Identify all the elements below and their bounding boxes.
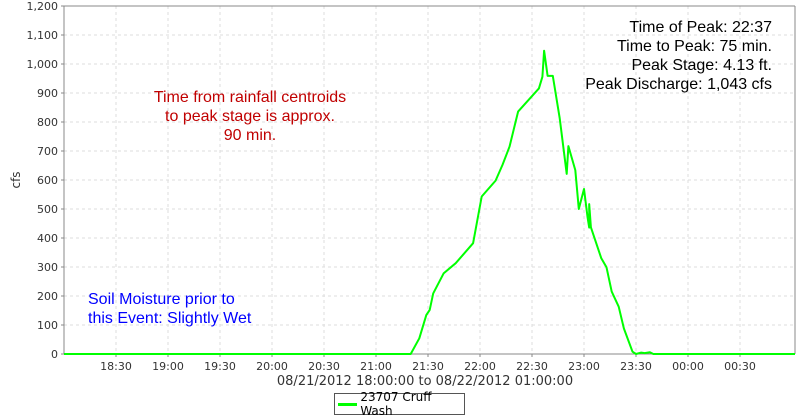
peak-stage: Peak Stage: 4.13 ft.: [631, 57, 772, 74]
y-tick-label: 500: [37, 203, 58, 216]
y-tick-label: 0: [51, 348, 58, 361]
soil-line-2: this Event: Slightly Wet: [88, 310, 252, 327]
x-tick-label: 00:30: [724, 360, 756, 373]
x-axis-label: 08/21/2012 18:00:00 to 08/22/2012 01:00:…: [277, 374, 573, 389]
y-tick-label: 1,200: [27, 0, 59, 13]
x-tick-label: 20:30: [308, 360, 340, 373]
x-tick-label: 23:00: [568, 360, 600, 373]
y-tick-label: 1,000: [27, 58, 59, 71]
legend: 23707 Cruff Wash: [334, 390, 465, 418]
y-tick-label: 100: [37, 319, 58, 332]
x-tick-label: 21:00: [360, 360, 392, 373]
peak-discharge: Peak Discharge: 1,043 cfs: [585, 76, 772, 93]
time-to-peak: Time to Peak: 75 min.: [616, 38, 772, 55]
rainfall-line-3: 90 min.: [223, 127, 277, 144]
y-tick-label: 800: [37, 116, 58, 129]
y-axis-label: cfs: [9, 171, 23, 188]
x-tick-label: 19:30: [204, 360, 236, 373]
x-tick-label: 20:00: [256, 360, 288, 373]
y-tick-label: 200: [37, 290, 58, 303]
x-tick-label: 23:30: [620, 360, 652, 373]
rainfall-annotation: Time from rainfall centroids to peak sta…: [130, 88, 370, 145]
x-tick-label: 22:30: [516, 360, 548, 373]
soil-line-1: Soil Moisture prior to: [88, 291, 235, 308]
x-tick-label: 00:00: [672, 360, 704, 373]
series-line-cruff-wash: [64, 49, 795, 355]
peak-annotation: Time of Peak: 22:37 Time to Peak: 75 min…: [585, 18, 772, 94]
y-tick-label: 900: [37, 87, 58, 100]
legend-swatch: [338, 402, 358, 406]
legend-label: 23707 Cruff Wash: [360, 390, 432, 418]
rainfall-line-2: to peak stage is approx.: [165, 108, 335, 125]
soil-moisture-annotation: Soil Moisture prior to this Event: Sligh…: [88, 290, 251, 328]
y-tick-label: 600: [37, 174, 58, 187]
x-tick-label: 18:30: [100, 360, 132, 373]
rainfall-line-1: Time from rainfall centroids: [153, 89, 347, 106]
y-tick-label: 300: [37, 261, 58, 274]
x-tick-label: 21:30: [412, 360, 444, 373]
y-tick-label: 700: [37, 145, 58, 158]
y-tick-label: 1,100: [27, 29, 59, 42]
time-of-peak: Time of Peak: 22:37: [629, 19, 772, 36]
x-tick-label: 22:00: [464, 360, 496, 373]
y-tick-label: 400: [37, 232, 58, 245]
x-tick-label: 19:00: [152, 360, 184, 373]
